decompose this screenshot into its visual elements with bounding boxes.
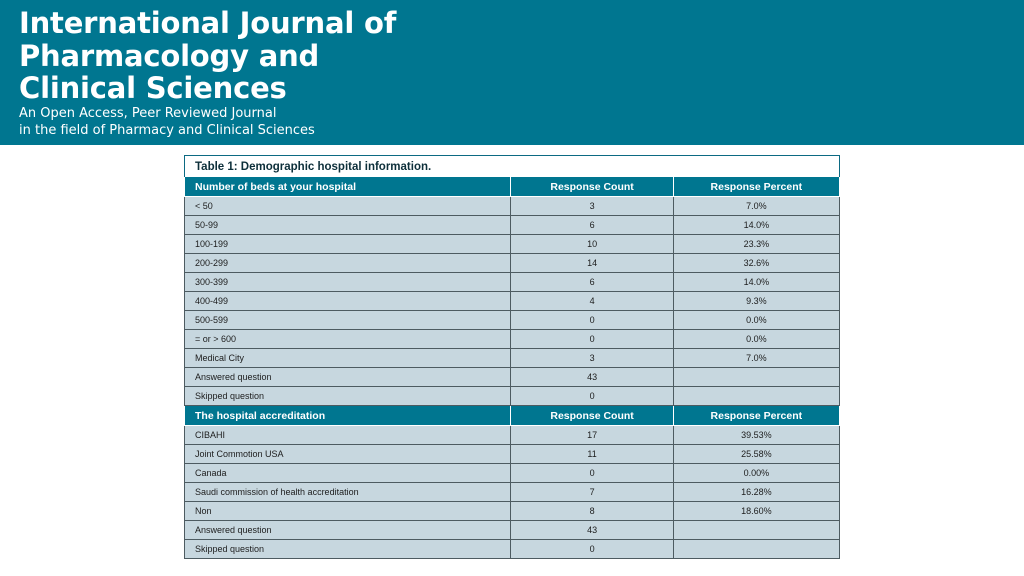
response-count: 3: [510, 348, 674, 368]
response-percent: 0.0%: [672, 310, 841, 330]
column-header-category: Number of beds at your hospital: [183, 176, 512, 197]
table-row: Saudi commission of health accreditation…: [183, 482, 841, 502]
response-count: 0: [510, 386, 674, 406]
response-percent: 0.00%: [672, 463, 841, 483]
row-label: Answered question: [183, 367, 512, 387]
column-header-count: Response Count: [510, 176, 674, 197]
column-header-percent: Response Percent: [672, 405, 841, 426]
table-row: Joint Commotion USA 11 25.58%: [183, 444, 841, 464]
response-count: 0: [510, 539, 674, 559]
row-label: 300-399: [183, 272, 512, 292]
table-row: 50-99 6 14.0%: [183, 215, 841, 235]
response-count: 8: [510, 501, 674, 521]
response-count: 0: [510, 310, 674, 330]
table-row: 100-199 10 23.3%: [183, 234, 841, 254]
response-count: 10: [510, 234, 674, 254]
response-percent: 0.0%: [672, 329, 841, 349]
response-percent: 16.28%: [672, 482, 841, 502]
response-percent: 7.0%: [672, 196, 841, 216]
table-row: Answered question 43: [183, 367, 841, 387]
response-percent: [672, 386, 841, 406]
response-count: 0: [510, 329, 674, 349]
table-row: = or > 600 0 0.0%: [183, 329, 841, 349]
table-row: CIBAHI 17 39.53%: [183, 425, 841, 445]
table-row: < 50 3 7.0%: [183, 196, 841, 216]
table-row: Canada 0 0.00%: [183, 463, 841, 483]
section-header-row: Number of beds at your hospital Response …: [183, 176, 841, 197]
row-label: Joint Commotion USA: [183, 444, 512, 464]
table-row: Answered question 43: [183, 520, 841, 540]
response-count: 7: [510, 482, 674, 502]
response-count: 6: [510, 272, 674, 292]
row-label: Skipped question: [183, 539, 512, 559]
row-label: Non: [183, 501, 512, 521]
row-label: 50-99: [183, 215, 512, 235]
demographic-table: Table 1: Demographic hospital informatio…: [183, 155, 841, 559]
row-label: Canada: [183, 463, 512, 483]
table-caption-row: Table 1: Demographic hospital informatio…: [184, 155, 840, 177]
row-label: Saudi commission of health accreditation: [183, 482, 512, 502]
response-percent: 39.53%: [672, 425, 841, 445]
column-header-category: The hospital accreditation: [183, 405, 512, 426]
table-row: 400-499 4 9.3%: [183, 291, 841, 311]
response-count: 6: [510, 215, 674, 235]
section-header-row: The hospital accreditation Response Count…: [183, 405, 841, 426]
response-count: 17: [510, 425, 674, 445]
table-row: 500-599 0 0.0%: [183, 310, 841, 330]
column-header-percent: Response Percent: [672, 176, 841, 197]
response-count: 4: [510, 291, 674, 311]
row-label: = or > 600: [183, 329, 512, 349]
table-caption: Table 1: Demographic hospital informatio…: [184, 155, 840, 177]
response-count: 3: [510, 196, 674, 216]
response-count: 14: [510, 253, 674, 273]
response-count: 43: [510, 367, 674, 387]
row-label: 200-299: [183, 253, 512, 273]
journal-tagline: An Open Access, Peer Reviewed Journal in…: [19, 106, 315, 138]
response-percent: 25.58%: [672, 444, 841, 464]
response-percent: 7.0%: [672, 348, 841, 368]
table-row: Skipped question 0: [183, 386, 841, 406]
journal-banner: International Journal of Pharmacology an…: [0, 0, 1024, 145]
response-percent: 32.6%: [672, 253, 841, 273]
response-count: 0: [510, 463, 674, 483]
response-percent: 9.3%: [672, 291, 841, 311]
response-percent: 14.0%: [672, 215, 841, 235]
row-label: 500-599: [183, 310, 512, 330]
column-header-count: Response Count: [510, 405, 674, 426]
table-row: Skipped question 0: [183, 539, 841, 559]
response-percent: 23.3%: [672, 234, 841, 254]
response-percent: [672, 520, 841, 540]
row-label: 400-499: [183, 291, 512, 311]
table-row: 300-399 6 14.0%: [183, 272, 841, 292]
table-row: Medical City 3 7.0%: [183, 348, 841, 368]
table-row: Non 8 18.60%: [183, 501, 841, 521]
row-label: Skipped question: [183, 386, 512, 406]
response-percent: 18.60%: [672, 501, 841, 521]
response-count: 43: [510, 520, 674, 540]
table-row: 200-299 14 32.6%: [183, 253, 841, 273]
row-label: Medical City: [183, 348, 512, 368]
row-label: < 50: [183, 196, 512, 216]
response-percent: [672, 367, 841, 387]
response-percent: [672, 539, 841, 559]
row-label: CIBAHI: [183, 425, 512, 445]
row-label: Answered question: [183, 520, 512, 540]
response-count: 11: [510, 444, 674, 464]
row-label: 100-199: [183, 234, 512, 254]
response-percent: 14.0%: [672, 272, 841, 292]
journal-title: International Journal of Pharmacology an…: [19, 6, 397, 105]
